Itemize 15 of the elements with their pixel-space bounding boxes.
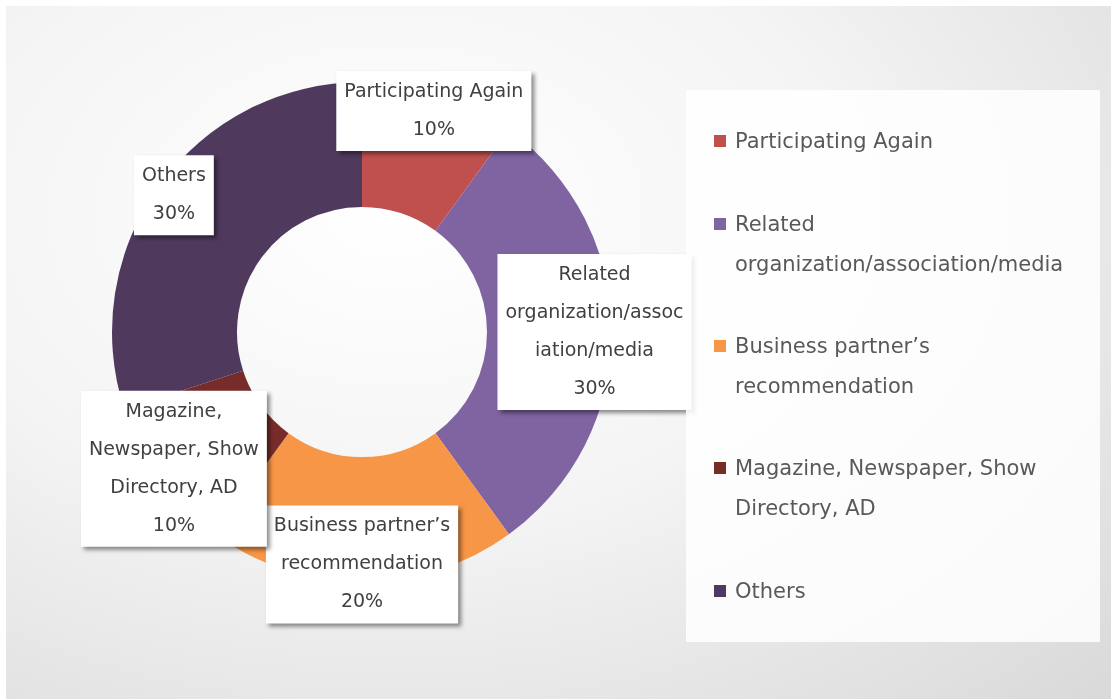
legend-label: Business partner’s recommendation bbox=[735, 332, 931, 400]
legend-label: Others bbox=[735, 577, 806, 605]
slice-label: Others bbox=[141, 163, 206, 186]
legend-label: Participating Again bbox=[735, 128, 933, 156]
data-label: 10% bbox=[152, 512, 196, 535]
legend-label: Related organization/association/media bbox=[735, 210, 1065, 278]
legend-label: Magazine, Newspaper, Show Directory, AD bbox=[735, 455, 1038, 523]
data-label: 30% bbox=[573, 375, 616, 398]
data-label: 30% bbox=[152, 201, 196, 224]
data-label: 10% bbox=[412, 116, 455, 139]
slice-label: Business partner’s recommendation bbox=[273, 513, 451, 574]
data-label: 20% bbox=[340, 589, 384, 612]
slice-label: Magazine, Newspaper, Show Directory, AD bbox=[88, 398, 259, 497]
slice-label: Participating Again bbox=[344, 78, 524, 101]
slice-label: Related organization/association/media bbox=[505, 261, 684, 360]
